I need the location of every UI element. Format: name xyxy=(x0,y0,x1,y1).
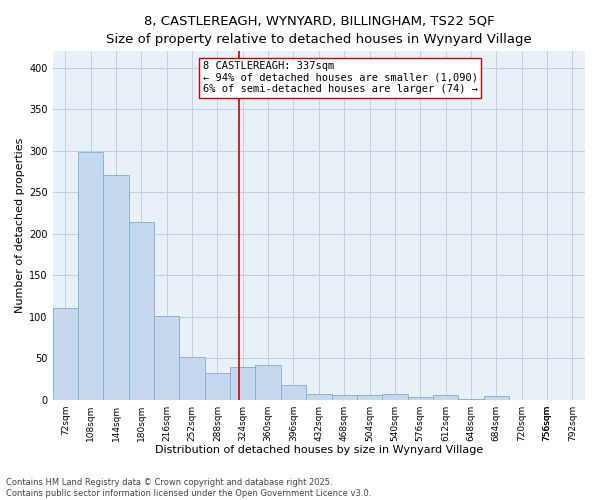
Bar xyxy=(382,394,407,400)
Bar xyxy=(103,175,129,400)
Bar xyxy=(281,384,306,400)
Bar xyxy=(433,396,458,400)
Bar xyxy=(78,152,103,400)
Bar xyxy=(458,399,484,400)
Bar xyxy=(129,222,154,400)
Bar xyxy=(332,394,357,400)
Bar xyxy=(484,396,509,400)
Bar xyxy=(230,368,256,400)
X-axis label: Distribution of detached houses by size in Wynyard Village: Distribution of detached houses by size … xyxy=(155,445,483,455)
Text: Contains HM Land Registry data © Crown copyright and database right 2025.
Contai: Contains HM Land Registry data © Crown c… xyxy=(6,478,371,498)
Bar xyxy=(256,365,281,400)
Bar xyxy=(53,308,78,400)
Bar xyxy=(306,394,332,400)
Bar xyxy=(205,373,230,400)
Text: 8 CASTLEREAGH: 337sqm
← 94% of detached houses are smaller (1,090)
6% of semi-de: 8 CASTLEREAGH: 337sqm ← 94% of detached … xyxy=(203,62,478,94)
Y-axis label: Number of detached properties: Number of detached properties xyxy=(15,138,25,313)
Bar xyxy=(407,397,433,400)
Bar xyxy=(179,358,205,400)
Title: 8, CASTLEREAGH, WYNYARD, BILLINGHAM, TS22 5QF
Size of property relative to detac: 8, CASTLEREAGH, WYNYARD, BILLINGHAM, TS2… xyxy=(106,15,532,46)
Bar xyxy=(154,316,179,400)
Bar xyxy=(357,394,382,400)
